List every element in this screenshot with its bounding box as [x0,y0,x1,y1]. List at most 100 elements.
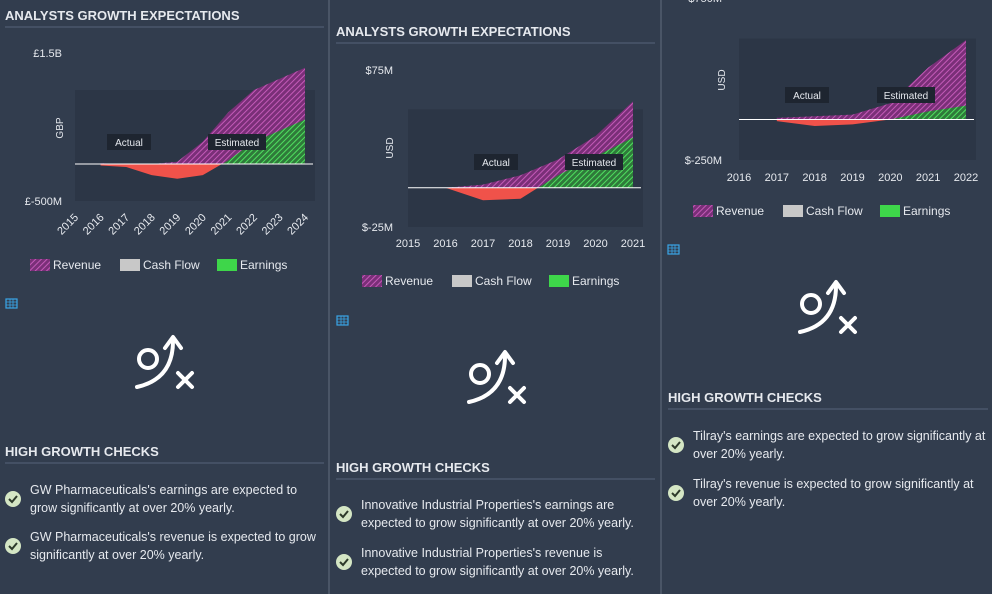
growth-icon-arrow [467,354,507,404]
table-icon[interactable] [667,244,680,255]
legend-swatch [217,259,237,271]
x-tick-label: 2018 [802,172,826,184]
check-icon [5,538,21,554]
check-text: Tilray's revenue is expected to grow sig… [693,477,974,509]
period-badge [208,134,266,150]
divider [660,0,662,594]
x-tick-label: 2021 [621,238,645,250]
period-badge [107,134,151,150]
legend-label: Earnings [903,204,950,218]
growth-icon-arrow [798,284,838,334]
x-tick-label: 2020 [583,238,607,250]
growth-icon-circle [137,348,159,370]
area-earnings [776,105,966,120]
legend-swatch [783,205,803,217]
period-badge [877,87,935,103]
legend-label: Cash Flow [143,258,200,272]
x-tick-label: 2018 [508,238,532,250]
growth-icon-head [163,335,183,350]
legend-label: Revenue [385,274,433,288]
area-earnings [100,164,305,179]
legend-swatch [362,275,382,287]
growth-icon-arrow [135,339,175,389]
x-tick-label: 2020 [183,212,209,238]
y-axis-label: GBP [55,117,66,138]
x-tick-label: 2024 [285,212,311,238]
growth-icon-head [826,280,846,295]
check-mark [8,542,18,551]
check-text: GW Pharmaceuticals's revenue is expected… [30,530,316,562]
area-earnings [445,137,633,188]
check-text: GW Pharmaceuticals's earnings are expect… [30,483,298,515]
x-tick-label: 2021 [916,172,940,184]
x-tick-label: 2019 [546,238,570,250]
growth-icon-circle [800,293,822,315]
checks-title: HIGH GROWTH CHECKS [5,444,159,459]
legend-label: Cash Flow [475,274,532,288]
check-icon [336,506,352,522]
growth-icon-x [508,386,526,404]
x-tick-label: 2018 [132,212,158,238]
legend-swatch [693,205,713,217]
check-text: Tilray's earnings are expected to grow s… [693,429,986,461]
x-tick-label: 2017 [765,172,789,184]
x-tick-label: 2016 [81,212,107,238]
period-badge [785,87,829,103]
check-mark [671,489,681,498]
growth-icon-x [176,371,194,389]
check-icon [336,554,352,570]
table-icon-grid [668,245,679,254]
period-label: Actual [115,138,143,149]
check-mark [8,495,18,504]
area-earnings [445,187,633,201]
legend-label: Revenue [716,204,764,218]
legend-label: Revenue [53,258,101,272]
growth-icon-x [839,316,857,334]
x-tick-label: 2016 [727,172,751,184]
legend-swatch [880,205,900,217]
checks-title: HIGH GROWTH CHECKS [336,460,490,475]
x-tick-label: 2016 [433,238,457,250]
area-earnings [776,119,966,126]
period-label: Actual [482,158,510,169]
x-tick-label: 2017 [471,238,495,250]
period-badge [565,154,623,170]
x-tick-label: 2019 [158,212,184,238]
x-tick-label: 2023 [260,212,286,238]
legend-label: Earnings [572,274,619,288]
y-tick-label: £-500M [25,196,62,208]
period-badge [474,154,518,170]
check-mark [671,441,681,450]
table-icon-grid [6,299,17,308]
y-tick-label: $750M [688,0,722,5]
check-icon [668,485,684,501]
x-tick-label: 2015 [55,212,81,238]
section-title: ANALYSTS GROWTH EXPECTATIONS [5,8,240,23]
legend-swatch [120,259,140,271]
table-icon[interactable] [5,298,18,309]
x-tick-label: 2022 [954,172,978,184]
check-mark [339,558,349,567]
x-tick-label: 2015 [396,238,420,250]
x-tick-label: 2017 [106,212,132,238]
check-text: Innovative Industrial Properties's reven… [361,546,634,578]
divider [328,0,330,594]
checks-title: HIGH GROWTH CHECKS [668,390,822,405]
table-icon[interactable] [336,315,349,326]
growth-icon-head [495,350,515,365]
x-tick-label: 2021 [209,212,235,238]
x-tick-label: 2019 [840,172,864,184]
period-label: Estimated [215,138,259,149]
growth-icon-circle [469,363,491,385]
y-tick-label: £1.5B [33,48,62,60]
check-icon [5,491,21,507]
y-axis-label: USD [385,137,396,158]
y-tick-label: $-25M [362,222,393,234]
y-tick-label: $75M [365,65,393,77]
period-label: Estimated [884,91,928,102]
x-tick-label: 2020 [878,172,902,184]
legend-swatch [452,275,472,287]
period-label: Actual [793,91,821,102]
area-earnings [100,119,305,164]
